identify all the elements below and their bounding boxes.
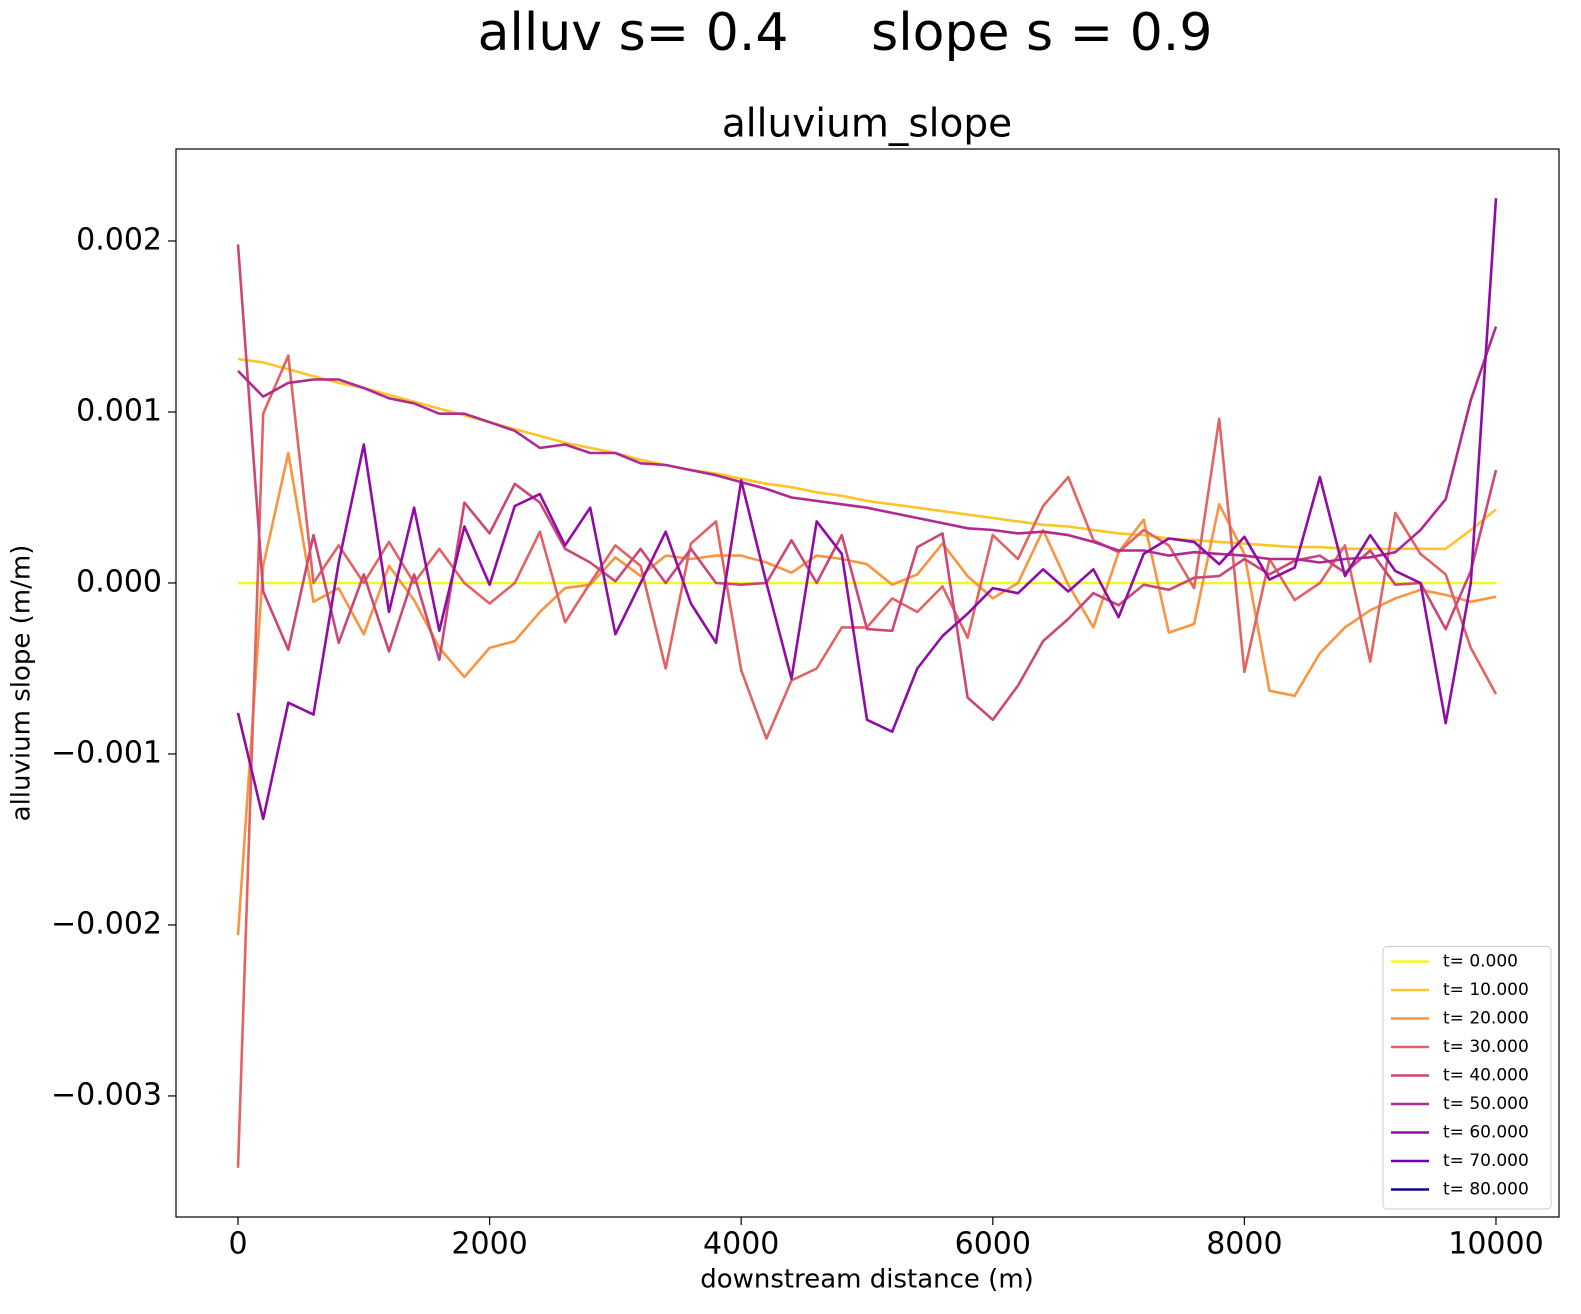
y-tick-label: −0.002 xyxy=(51,906,162,941)
legend-label: t= 20.000 xyxy=(1443,1009,1529,1029)
legend-label: t= 40.000 xyxy=(1443,1066,1529,1086)
series-line xyxy=(236,244,1498,722)
suptitle: alluv s= 0.4 slope s = 0.9 xyxy=(478,3,1213,63)
legend-label: t= 10.000 xyxy=(1443,980,1529,1000)
series-line xyxy=(236,198,1498,821)
series-line xyxy=(236,451,1497,936)
chart-title: alluvium_slope xyxy=(722,102,1012,147)
x-tick-label: 8000 xyxy=(1206,1227,1282,1262)
series-line xyxy=(237,357,1497,551)
y-tick-label: 0.002 xyxy=(76,222,162,257)
legend-label: t= 30.000 xyxy=(1443,1037,1529,1057)
x-axis-label: downstream distance (m) xyxy=(700,1265,1034,1295)
x-tick-label: 10000 xyxy=(1448,1227,1543,1262)
x-tick-label: 6000 xyxy=(955,1227,1031,1262)
series-line xyxy=(237,326,1498,564)
x-tick-label: 4000 xyxy=(703,1227,779,1262)
y-axis-label: alluvium slope (m/m) xyxy=(7,545,37,822)
legend: t= 0.000 t= 10.000 t= 20.000 t= 30.000 t= 40… xyxy=(1382,946,1552,1210)
y-tick-label: −0.003 xyxy=(51,1077,162,1112)
legend-label: t= 60.000 xyxy=(1443,1123,1529,1143)
y-tick-label: −0.001 xyxy=(51,735,162,770)
legend-label: t= 70.000 xyxy=(1443,1151,1529,1171)
plot-frame xyxy=(175,148,1560,1218)
x-tick-label: 0 xyxy=(228,1227,247,1262)
y-tick-label: 0.001 xyxy=(76,393,162,428)
legend-label: t= 0.000 xyxy=(1443,952,1518,972)
legend-label: t= 50.000 xyxy=(1443,1094,1529,1114)
legend-label: t= 80.000 xyxy=(1443,1180,1529,1200)
legend-box xyxy=(1382,946,1552,1210)
y-tick-label: 0.000 xyxy=(76,564,162,599)
x-tick-label: 2000 xyxy=(451,1227,527,1262)
